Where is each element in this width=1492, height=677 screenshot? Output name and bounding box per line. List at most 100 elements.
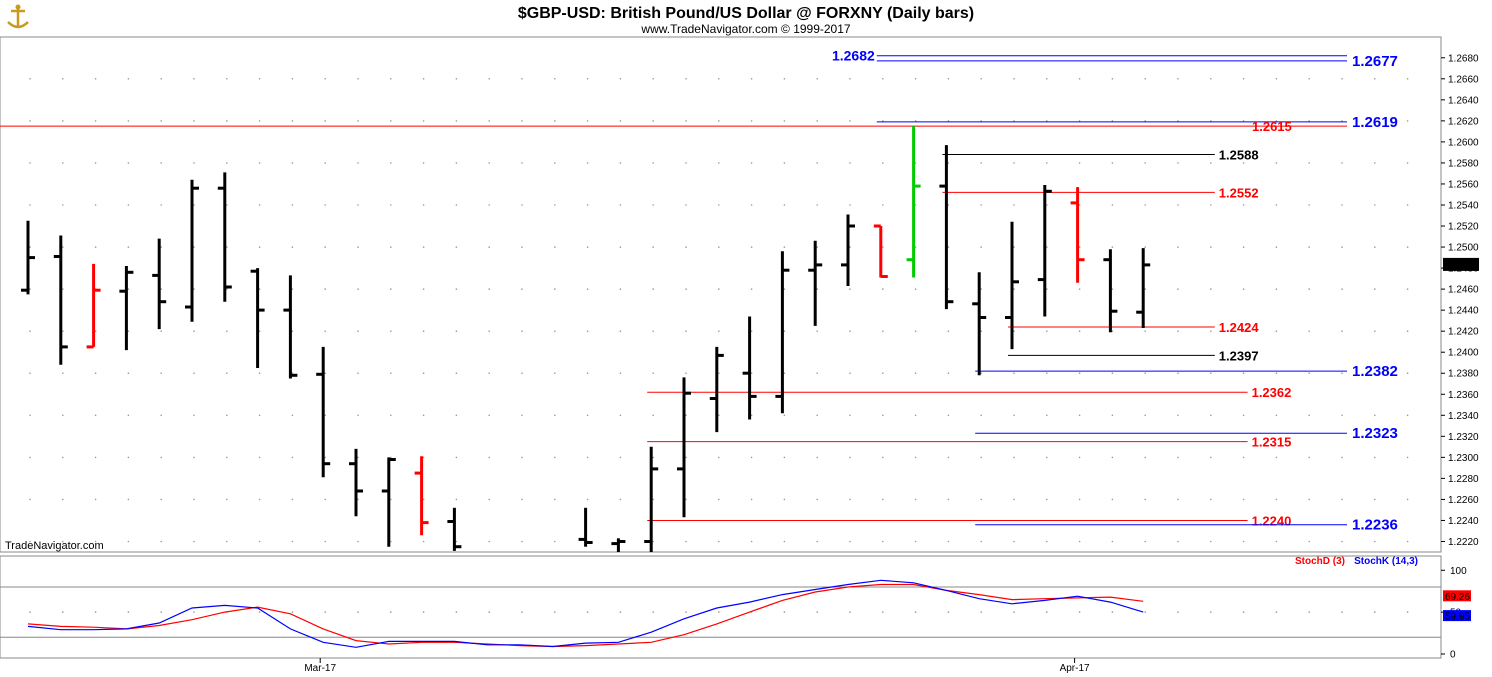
grid-dot: [685, 204, 687, 206]
grid-dot: [1374, 162, 1376, 164]
ohlc-bar: [906, 126, 921, 278]
price-grid: [29, 78, 1409, 543]
grid-dot: [226, 246, 228, 248]
grid-dot: [193, 611, 195, 613]
grid-dot: [357, 372, 359, 375]
grid-dot: [783, 204, 786, 206]
ohlc-bar: [21, 220, 35, 295]
ohlc-bar: [53, 235, 68, 365]
grid-dot: [1144, 78, 1146, 80]
grid-dot: [652, 330, 654, 333]
grid-dot: [324, 246, 327, 248]
price-tick-label: 1.2560: [1448, 180, 1479, 191]
grid-dot: [980, 540, 982, 543]
grid-dot: [357, 456, 359, 459]
grid-dot: [488, 372, 491, 375]
grid-dot: [718, 288, 720, 290]
grid-dot: [1406, 162, 1409, 164]
grid-dot: [750, 414, 753, 417]
grid-dot: [980, 204, 982, 206]
grid-dot: [652, 456, 654, 459]
grid-dot: [94, 78, 97, 80]
grid-dot: [455, 372, 458, 375]
grid-dot: [652, 162, 654, 164]
grid-dot: [586, 414, 589, 417]
grid-dot: [1177, 204, 1179, 206]
grid-dot: [29, 78, 31, 80]
grid-dot: [1374, 372, 1376, 375]
level-label: 1.2236: [1352, 517, 1398, 534]
grid-dot: [980, 414, 982, 417]
grid-dot: [882, 246, 884, 248]
grid-dot: [1013, 330, 1015, 333]
indicator-value-label: 69.26: [1445, 592, 1470, 603]
grid-dot: [1275, 246, 1278, 248]
grid-dot: [1406, 414, 1409, 417]
grid-dot: [1210, 456, 1212, 459]
grid-dot: [1341, 246, 1343, 248]
watermark: TradeNavigator.com: [5, 540, 104, 552]
ohlc-bar: [939, 145, 954, 310]
grid-dot: [718, 414, 720, 417]
grid-dot: [1078, 372, 1081, 375]
grid-dot: [685, 498, 687, 501]
grid-dot: [586, 204, 589, 206]
grid-dot: [1341, 540, 1343, 543]
price-tick-label: 1.2260: [1448, 495, 1479, 506]
price-tick-label: 1.2460: [1448, 285, 1479, 296]
grid-dot: [1111, 204, 1114, 206]
grid-dot: [980, 162, 982, 164]
grid-dot: [1111, 498, 1114, 501]
grid-dot: [1406, 611, 1409, 613]
grid-dot: [488, 204, 491, 206]
grid-dot: [750, 330, 753, 333]
level-label: 1.2362: [1252, 385, 1292, 400]
grid-dot: [980, 330, 982, 333]
grid-dot: [947, 540, 950, 543]
grid-dot: [1242, 456, 1245, 459]
grid-dot: [1046, 78, 1048, 80]
grid-dot: [619, 204, 622, 206]
grid-dot: [718, 611, 720, 613]
chart-subtitle: www.TradeNavigator.com © 1999-2017: [640, 22, 850, 36]
grid-dot: [455, 330, 458, 333]
grid-dot: [914, 288, 917, 290]
grid-dot: [29, 204, 31, 206]
grid-dot: [258, 330, 261, 333]
ohlc-bar: [808, 240, 823, 326]
price-tick-label: 1.2660: [1448, 74, 1479, 85]
grid-dot: [783, 162, 786, 164]
grid-dot: [1111, 288, 1114, 290]
grid-dot: [554, 540, 556, 543]
price-tick-label: 1.2620: [1448, 116, 1479, 127]
grid-dot: [193, 120, 195, 122]
grid-dot: [127, 330, 130, 333]
grid-dot: [816, 611, 818, 613]
grid-dot: [29, 330, 31, 333]
grid-dot: [62, 204, 64, 206]
grid-dot: [94, 540, 97, 543]
grid-dot: [488, 246, 491, 248]
grid-dot: [914, 498, 917, 501]
grid-dot: [1046, 204, 1048, 206]
grid-dot: [1406, 456, 1409, 459]
grid-dot: [291, 456, 294, 459]
grid-dot: [422, 611, 425, 613]
grid-dot: [1341, 78, 1343, 80]
grid-dot: [619, 162, 622, 164]
grid-dot: [94, 120, 97, 122]
grid-dot: [980, 246, 982, 248]
grid-dot: [291, 246, 294, 248]
ohlc-bar: [119, 266, 134, 351]
grid-dot: [750, 540, 753, 543]
grid-dot: [947, 204, 950, 206]
grid-dot: [62, 540, 64, 543]
grid-dot: [422, 372, 425, 375]
grid-dot: [62, 288, 64, 290]
x-tick-label: Apr-17: [1060, 663, 1090, 674]
ohlc-bar: [152, 238, 167, 330]
grid-dot: [1242, 611, 1245, 613]
grid-dot: [1177, 372, 1179, 375]
grid-dot: [258, 414, 261, 417]
grid-dot: [750, 120, 753, 122]
